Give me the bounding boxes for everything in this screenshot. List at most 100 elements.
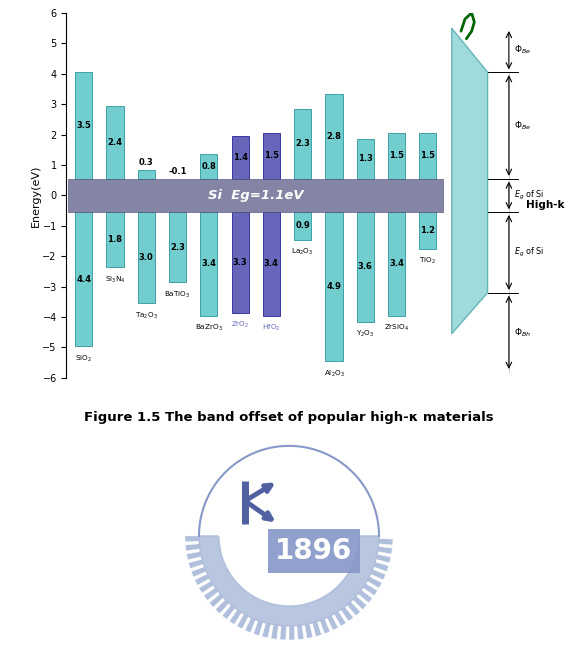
Polygon shape xyxy=(373,562,388,572)
Bar xyxy=(388,212,405,315)
Text: HfO$_2$: HfO$_2$ xyxy=(262,323,281,333)
Polygon shape xyxy=(199,581,214,593)
Text: 1.2: 1.2 xyxy=(420,226,435,235)
Polygon shape xyxy=(237,614,249,629)
Polygon shape xyxy=(253,621,263,636)
Polygon shape xyxy=(327,615,338,630)
Text: Si  Eg=1.1eV: Si Eg=1.1eV xyxy=(208,189,303,202)
Polygon shape xyxy=(358,590,372,603)
Text: Si$_3$N$_4$: Si$_3$N$_4$ xyxy=(105,275,125,285)
Y-axis label: Energy(eV): Energy(eV) xyxy=(31,164,41,227)
Bar xyxy=(419,133,436,179)
Text: ZrO$_2$: ZrO$_2$ xyxy=(231,320,249,330)
Text: $\Phi_{Be}$: $\Phi_{Be}$ xyxy=(514,120,531,132)
Text: Y$_2$O$_3$: Y$_2$O$_3$ xyxy=(356,329,375,339)
Bar xyxy=(138,169,155,179)
Text: Al$_2$O$_3$: Al$_2$O$_3$ xyxy=(324,369,344,379)
Polygon shape xyxy=(353,596,366,610)
Text: 0.9: 0.9 xyxy=(295,222,310,231)
Polygon shape xyxy=(312,621,321,636)
Polygon shape xyxy=(280,625,286,640)
Text: 1.8: 1.8 xyxy=(108,235,123,244)
Text: 1.5: 1.5 xyxy=(420,151,435,160)
Polygon shape xyxy=(320,619,330,634)
Text: Figure 1.5 The band offset of popular high-κ materials: Figure 1.5 The band offset of popular hi… xyxy=(84,411,494,424)
Polygon shape xyxy=(219,466,359,536)
Bar xyxy=(419,212,436,249)
Polygon shape xyxy=(209,594,224,607)
Text: $E_g$ of Si: $E_g$ of Si xyxy=(514,246,544,259)
Bar xyxy=(294,109,312,179)
Polygon shape xyxy=(262,623,271,638)
Bar xyxy=(388,133,405,179)
Polygon shape xyxy=(229,610,242,625)
Polygon shape xyxy=(195,574,210,585)
Polygon shape xyxy=(334,611,346,626)
Polygon shape xyxy=(289,626,295,640)
Text: 1.5: 1.5 xyxy=(264,151,279,160)
Bar xyxy=(200,212,217,315)
Text: $E_g$ of Si: $E_g$ of Si xyxy=(514,189,544,202)
Bar xyxy=(106,106,124,179)
Polygon shape xyxy=(363,583,377,596)
Text: 1.3: 1.3 xyxy=(358,154,373,163)
Text: 4.4: 4.4 xyxy=(76,275,91,284)
Bar xyxy=(169,212,186,282)
Text: $\Phi_{Be}$: $\Phi_{Be}$ xyxy=(514,44,531,56)
Bar xyxy=(68,179,443,212)
Text: 3.5: 3.5 xyxy=(76,121,91,130)
Text: 2.3: 2.3 xyxy=(170,243,185,252)
Polygon shape xyxy=(305,623,313,638)
Polygon shape xyxy=(370,569,386,580)
Text: 3.0: 3.0 xyxy=(139,253,154,262)
Text: BaZrO$_3$: BaZrO$_3$ xyxy=(195,323,223,333)
Text: 3.6: 3.6 xyxy=(358,262,373,271)
Polygon shape xyxy=(297,625,304,640)
Bar xyxy=(357,139,374,179)
Text: High-k: High-k xyxy=(525,200,564,209)
Polygon shape xyxy=(340,607,353,621)
Text: 0.3: 0.3 xyxy=(139,158,154,167)
Polygon shape xyxy=(188,559,203,568)
Polygon shape xyxy=(187,552,201,560)
Polygon shape xyxy=(185,536,199,542)
Text: $\Phi_{Bh}$: $\Phi_{Bh}$ xyxy=(514,326,531,339)
Polygon shape xyxy=(271,625,279,640)
Text: 1.5: 1.5 xyxy=(389,151,404,160)
Polygon shape xyxy=(452,28,488,334)
Text: 1896: 1896 xyxy=(275,537,353,565)
Text: 3.4: 3.4 xyxy=(264,259,279,268)
Polygon shape xyxy=(204,588,218,600)
Text: 2.3: 2.3 xyxy=(295,139,310,148)
Bar xyxy=(75,212,92,346)
Text: TiO$_2$: TiO$_2$ xyxy=(420,256,436,266)
Text: BaTiO$_3$: BaTiO$_3$ xyxy=(164,289,191,300)
Text: 0.8: 0.8 xyxy=(202,162,216,171)
Bar xyxy=(75,72,92,179)
Polygon shape xyxy=(199,536,379,626)
Polygon shape xyxy=(245,618,255,632)
Polygon shape xyxy=(377,547,392,554)
Text: 2.4: 2.4 xyxy=(108,138,123,147)
Text: 1.4: 1.4 xyxy=(232,153,247,162)
Bar xyxy=(263,133,280,179)
Polygon shape xyxy=(186,544,200,551)
Text: ZrSiO$_4$: ZrSiO$_4$ xyxy=(384,323,409,333)
Bar xyxy=(138,212,155,304)
Text: SiO$_2$: SiO$_2$ xyxy=(75,353,92,364)
Text: 2.8: 2.8 xyxy=(327,132,342,141)
Text: Ta$_2$O$_3$: Ta$_2$O$_3$ xyxy=(135,311,158,321)
Text: -0.1: -0.1 xyxy=(168,167,187,176)
Bar xyxy=(294,212,312,240)
Bar xyxy=(325,94,343,179)
Polygon shape xyxy=(379,539,393,545)
Polygon shape xyxy=(191,567,206,577)
Polygon shape xyxy=(367,576,382,588)
Text: La$_2$O$_3$: La$_2$O$_3$ xyxy=(291,247,314,257)
Bar xyxy=(200,154,217,179)
Bar xyxy=(325,212,343,361)
Bar xyxy=(357,212,374,322)
Bar xyxy=(106,212,124,267)
Text: 3.4: 3.4 xyxy=(389,259,404,268)
Text: 3.3: 3.3 xyxy=(233,258,247,267)
